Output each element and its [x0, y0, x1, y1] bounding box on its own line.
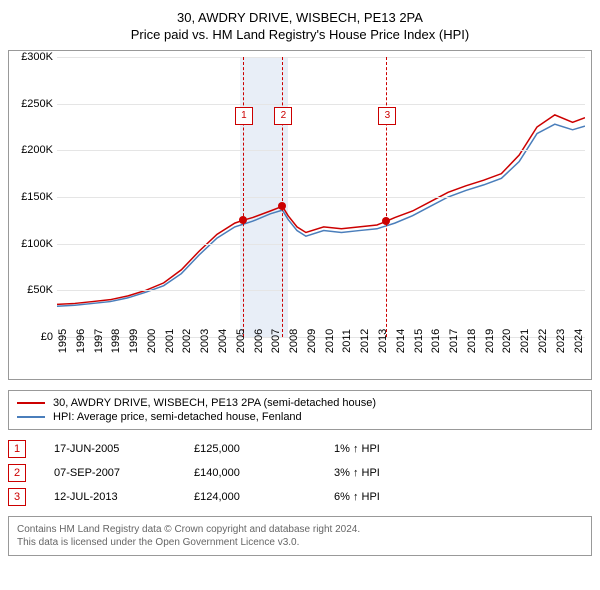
sale-row: 1 17-JUN-2005£125,0001% ↑ HPI [8, 440, 592, 458]
sale-hpi: 3% ↑ HPI [334, 467, 380, 479]
x-axis-label: 1998 [110, 329, 122, 353]
sales-rows: 1 17-JUN-2005£125,0001% ↑ HPI 2 07-SEP-2007… [8, 440, 592, 506]
x-axis-label: 2002 [181, 329, 193, 353]
x-axis-label: 1996 [75, 329, 87, 353]
series-line [57, 124, 585, 306]
event-vline [243, 57, 244, 337]
x-axis-label: 2007 [270, 329, 282, 353]
sale-price: £140,000 [194, 467, 334, 479]
event-vline [282, 57, 283, 337]
x-axis-label: 2011 [341, 329, 353, 353]
sale-marker-3: 3 [8, 488, 26, 506]
x-axis-label: 2000 [146, 329, 158, 353]
x-axis-label: 2012 [359, 329, 371, 353]
sale-dot [382, 217, 390, 225]
x-axis-label: 2015 [413, 329, 425, 353]
x-axis-label: 2001 [164, 329, 176, 353]
chart-marker-1: 1 [235, 107, 253, 125]
x-axis-label: 2022 [537, 329, 549, 353]
x-axis-label: 1995 [57, 329, 69, 353]
chart-container: 30, AWDRY DRIVE, WISBECH, PE13 2PA Price… [0, 0, 600, 564]
gridline [57, 150, 585, 151]
chart-marker-2: 2 [274, 107, 292, 125]
y-axis-label: £150K [21, 191, 53, 203]
legend-box: 30, AWDRY DRIVE, WISBECH, PE13 2PA (semi… [8, 390, 592, 430]
sale-date: 17-JUN-2005 [54, 443, 194, 455]
x-axis-label: 1999 [128, 329, 140, 353]
footer-line-2: This data is licensed under the Open Gov… [17, 536, 583, 549]
x-axis-label: 2010 [324, 329, 336, 353]
x-axis-label: 2016 [430, 329, 442, 353]
sale-date: 12-JUL-2013 [54, 491, 194, 503]
legend-swatch [17, 402, 45, 404]
y-axis-label: £100K [21, 238, 53, 250]
chart-title: 30, AWDRY DRIVE, WISBECH, PE13 2PA [8, 10, 592, 25]
plot-region: £0£50K£100K£150K£200K£250K£300K123199519… [57, 57, 585, 337]
footer-line-1: Contains HM Land Registry data © Crown c… [17, 523, 583, 536]
x-axis-label: 2021 [519, 329, 531, 353]
legend-swatch [17, 416, 45, 418]
x-axis-label: 1997 [93, 329, 105, 353]
y-axis-label: £200K [21, 144, 53, 156]
chart-subtitle: Price paid vs. HM Land Registry's House … [8, 27, 592, 42]
event-vline [386, 57, 387, 337]
legend-label: HPI: Average price, semi-detached house,… [53, 411, 302, 423]
x-axis-label: 2018 [466, 329, 478, 353]
x-axis-label: 2006 [253, 329, 265, 353]
legend-label: 30, AWDRY DRIVE, WISBECH, PE13 2PA (semi… [53, 397, 376, 409]
legend-row: HPI: Average price, semi-detached house,… [17, 411, 583, 423]
sale-row: 2 07-SEP-2007£140,0003% ↑ HPI [8, 464, 592, 482]
sale-marker-1: 1 [8, 440, 26, 458]
sale-hpi: 6% ↑ HPI [334, 491, 380, 503]
x-axis-label: 2008 [288, 329, 300, 353]
x-axis-label: 2024 [573, 329, 585, 353]
x-axis-label: 2019 [484, 329, 496, 353]
x-axis-label: 2014 [395, 329, 407, 353]
y-axis-label: £300K [21, 51, 53, 63]
sale-marker-2: 2 [8, 464, 26, 482]
sale-dot [278, 202, 286, 210]
y-axis-label: £0 [41, 331, 53, 343]
sale-dot [239, 216, 247, 224]
footer-box: Contains HM Land Registry data © Crown c… [8, 516, 592, 556]
x-axis-label: 2023 [555, 329, 567, 353]
gridline [57, 57, 585, 58]
y-axis-label: £50K [27, 284, 53, 296]
x-axis-label: 2013 [377, 329, 389, 353]
sale-price: £125,000 [194, 443, 334, 455]
x-axis-label: 2017 [448, 329, 460, 353]
sale-price: £124,000 [194, 491, 334, 503]
legend-row: 30, AWDRY DRIVE, WISBECH, PE13 2PA (semi… [17, 397, 583, 409]
x-axis-label: 2020 [501, 329, 513, 353]
sale-row: 3 12-JUL-2013£124,0006% ↑ HPI [8, 488, 592, 506]
x-axis-label: 2004 [217, 329, 229, 353]
series-line [57, 115, 585, 304]
sale-hpi: 1% ↑ HPI [334, 443, 380, 455]
sale-date: 07-SEP-2007 [54, 467, 194, 479]
gridline [57, 290, 585, 291]
gridline [57, 197, 585, 198]
gridline [57, 104, 585, 105]
x-axis-label: 2009 [306, 329, 318, 353]
x-axis-label: 2003 [199, 329, 211, 353]
chart-area: £0 £50K £100K £150K £200K £250K £300K 1 2 3 1995 19… [8, 50, 592, 380]
x-axis-label: 2005 [235, 329, 247, 353]
chart-marker-3: 3 [378, 107, 396, 125]
gridline [57, 244, 585, 245]
y-axis-label: £250K [21, 98, 53, 110]
